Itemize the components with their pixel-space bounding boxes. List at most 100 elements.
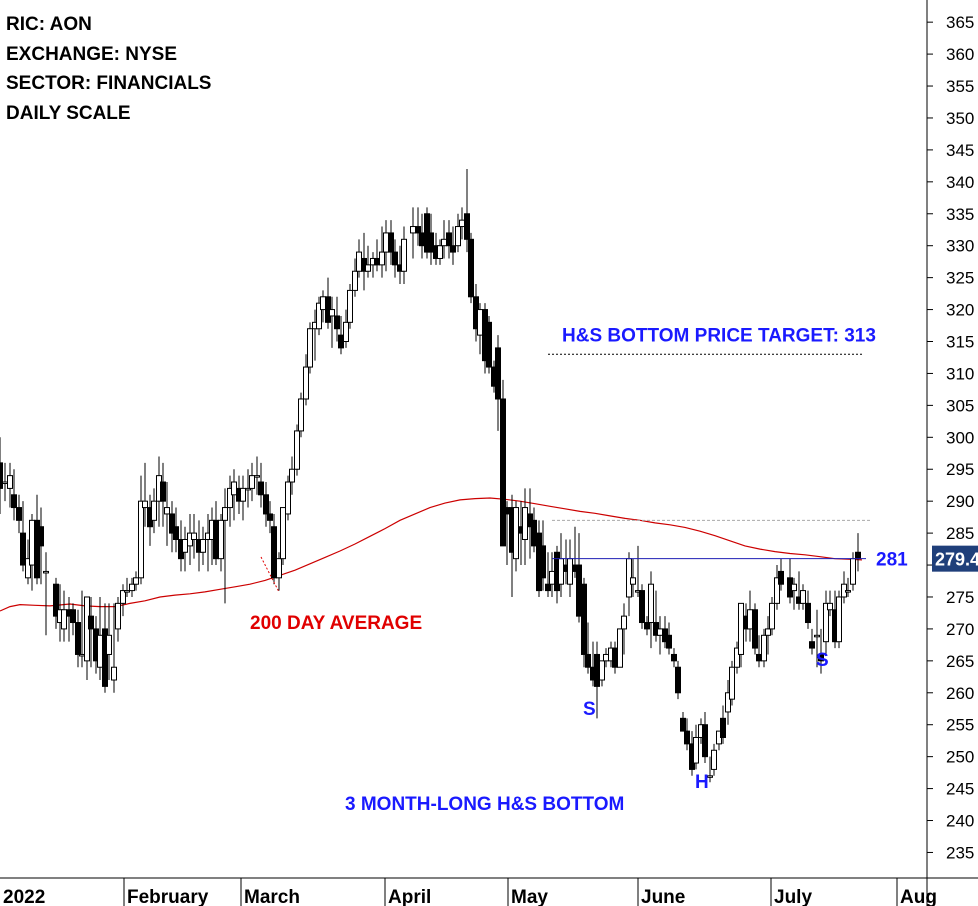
candle [343,309,349,348]
candle-body [392,251,398,266]
candle [97,596,103,681]
candle-body [581,583,587,655]
candle-body [120,590,126,604]
last-price-badge [932,545,978,572]
candle [845,577,851,597]
candle-body [88,615,94,630]
candle [102,603,108,693]
candle [160,462,166,527]
candle [34,494,40,585]
chart-info-block: RIC: AON EXCHANGE: NYSE SECTOR: FINANCIA… [6,10,211,128]
candle-body [630,577,636,585]
candle [133,571,139,591]
candle-body [276,558,282,579]
candle-body [320,296,326,311]
y-tick-label: 285 [946,524,974,543]
candle [129,577,135,597]
candle [680,711,686,732]
candle-body [191,532,197,540]
candle-body [316,302,322,330]
candle-body [298,398,304,432]
candle-body [800,590,806,604]
candle [106,603,112,681]
candle-body [648,583,654,624]
candle-body [513,507,519,560]
y-tick-label: 265 [946,652,974,671]
candle-body [446,232,452,247]
candle [827,590,833,617]
candle [227,475,233,527]
x-tick-label: June [641,887,685,906]
y-tick-label: 270 [946,620,974,639]
candle [707,756,713,783]
candle-body [294,430,300,470]
candle-body [383,232,389,253]
candle [249,462,255,502]
candle-body [289,468,295,483]
candle-body [343,321,349,343]
candle-body [540,545,546,579]
candle-body [374,257,380,266]
x-tick-label: May [511,887,548,906]
candle-body [38,526,44,547]
y-tick-label: 250 [946,748,974,767]
candle [809,628,815,655]
y-tick-label: 260 [946,684,974,703]
y-tick-label: 300 [946,428,974,447]
candle [303,354,309,406]
candle-body [778,570,784,585]
candle-body [11,494,17,509]
head-label: H [695,772,709,793]
candle [684,718,690,751]
y-tick-label: 255 [946,716,974,735]
candle-body [115,602,121,630]
right-shoulder-label: S [816,650,829,671]
y-tick-label: 345 [946,141,974,160]
candle [388,220,394,265]
candle-body [545,583,551,592]
candle-body [666,634,672,649]
candle-body [347,289,353,323]
candle-body [805,602,811,624]
scale-label: DAILY SCALE [6,102,131,124]
last-price-label: 279.4 [935,550,978,570]
candle-body [459,219,465,228]
candle-body [53,583,59,617]
candle-body [133,577,139,585]
candle-body [401,238,407,272]
candle-body [639,590,645,624]
candle-body [720,717,726,738]
candle [761,628,767,668]
candle-body [693,736,699,764]
candle-body [303,366,309,400]
candle [774,565,780,610]
candle-body [756,653,762,662]
candle [850,552,856,591]
y-tick-label: 320 [946,301,974,320]
candle-body [75,622,81,655]
moving-average-layer [0,497,863,612]
candle [410,207,416,259]
candle-body [307,328,313,368]
candle-body [365,264,371,272]
candle-body [2,481,8,485]
candle-body [245,487,251,491]
candle [671,648,677,668]
candle [720,705,726,744]
candle [20,501,26,572]
candle-body [576,564,582,617]
candle-body [20,532,26,566]
candle [522,488,528,566]
candle-body [441,238,447,247]
candle-body [850,558,856,585]
candle [254,456,260,495]
candle [307,322,313,374]
candle [352,258,358,297]
candle-body [7,475,13,489]
candle [500,379,506,547]
candle-body [61,609,67,630]
candle [11,469,17,521]
y-tick-label: 350 [946,109,974,128]
y-tick-label: 305 [946,396,974,415]
